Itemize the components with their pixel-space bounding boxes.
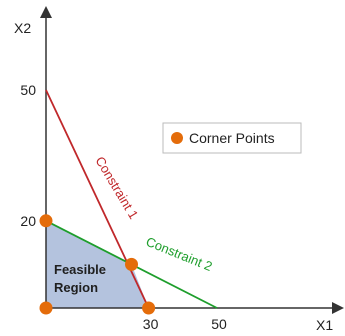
constraint-1-label: Constraint 1 — [92, 154, 141, 222]
y-tick-label-50: 50 — [20, 82, 36, 98]
corner-point-25-10 — [125, 257, 138, 271]
constraint-2-label: Constraint 2 — [144, 234, 215, 274]
y-tick-label-20: 20 — [20, 213, 36, 229]
feasible-region — [46, 220, 149, 308]
corner-point-0-20 — [39, 214, 53, 228]
y-axis-label: X2 — [14, 20, 31, 36]
constraint-1-line — [45, 89, 150, 309]
legend: Corner Points — [162, 122, 302, 154]
legend-box — [162, 122, 302, 154]
x-tick-label-30: 30 — [143, 316, 159, 332]
x-axis-label: X1 — [316, 317, 333, 333]
feasible-region-label-line-1: Feasible — [54, 262, 106, 277]
legend-corner-point-marker — [171, 132, 183, 144]
legend-label: Corner Points — [189, 130, 275, 146]
feasible-region-label-line-2: Region — [54, 280, 98, 295]
x-tick-label-50: 50 — [211, 316, 227, 332]
corner-point-30-0 — [142, 301, 156, 315]
corner-point-0-0 — [39, 301, 53, 315]
